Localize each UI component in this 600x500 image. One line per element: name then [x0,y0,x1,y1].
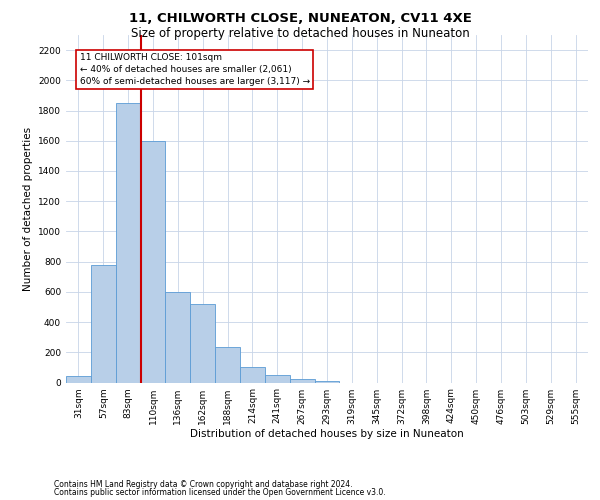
Bar [166,292,190,382]
Bar [265,375,290,382]
Bar [140,141,166,382]
Text: Contains public sector information licensed under the Open Government Licence v3: Contains public sector information licen… [54,488,386,497]
Bar [91,264,116,382]
Bar [116,103,140,382]
Bar [314,381,340,382]
Bar [290,378,314,382]
Text: Contains HM Land Registry data © Crown copyright and database right 2024.: Contains HM Land Registry data © Crown c… [54,480,353,489]
X-axis label: Distribution of detached houses by size in Nuneaton: Distribution of detached houses by size … [190,430,464,440]
Y-axis label: Number of detached properties: Number of detached properties [23,126,32,291]
Bar [190,304,215,382]
Bar [66,376,91,382]
Bar [215,347,240,382]
Text: Size of property relative to detached houses in Nuneaton: Size of property relative to detached ho… [131,28,469,40]
Text: 11 CHILWORTH CLOSE: 101sqm
← 40% of detached houses are smaller (2,061)
60% of s: 11 CHILWORTH CLOSE: 101sqm ← 40% of deta… [80,53,310,86]
Text: 11, CHILWORTH CLOSE, NUNEATON, CV11 4XE: 11, CHILWORTH CLOSE, NUNEATON, CV11 4XE [128,12,472,26]
Bar [240,368,265,382]
